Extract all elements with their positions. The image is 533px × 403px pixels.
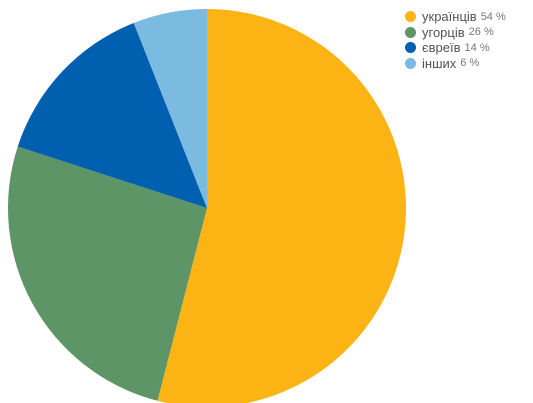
legend-item-jews: євреїв 14 % [405,40,506,56]
legend-value-hungarians: 26 % [468,26,494,39]
legend-swatch-others [405,57,416,69]
legend-value-jews: 14 % [464,41,490,54]
legend: українців 54 % угорців 26 % євреїв 14 % … [405,9,506,71]
legend-swatch-hungarians [405,26,416,38]
legend-swatch-jews [405,42,416,54]
legend-value-others: 6 % [460,57,480,70]
legend-item-others: інших 6 % [405,56,506,72]
legend-item-hungarians: угорців 26 % [405,25,506,41]
legend-label-others: інших [422,55,457,71]
legend-swatch-ukrainians [405,11,416,23]
pie-slice-ukrainians [157,9,406,403]
legend-item-ukrainians: українців 54 % [405,9,506,25]
legend-label-hungarians: угорців [422,24,465,40]
legend-value-ukrainians: 54 % [480,10,506,23]
pie-slice-jews [17,22,207,208]
pie-slice-hungarians [8,146,208,401]
legend-label-ukrainians: українців [422,9,477,25]
legend-label-jews: євреїв [422,40,461,56]
pie-slice-others [133,8,207,208]
